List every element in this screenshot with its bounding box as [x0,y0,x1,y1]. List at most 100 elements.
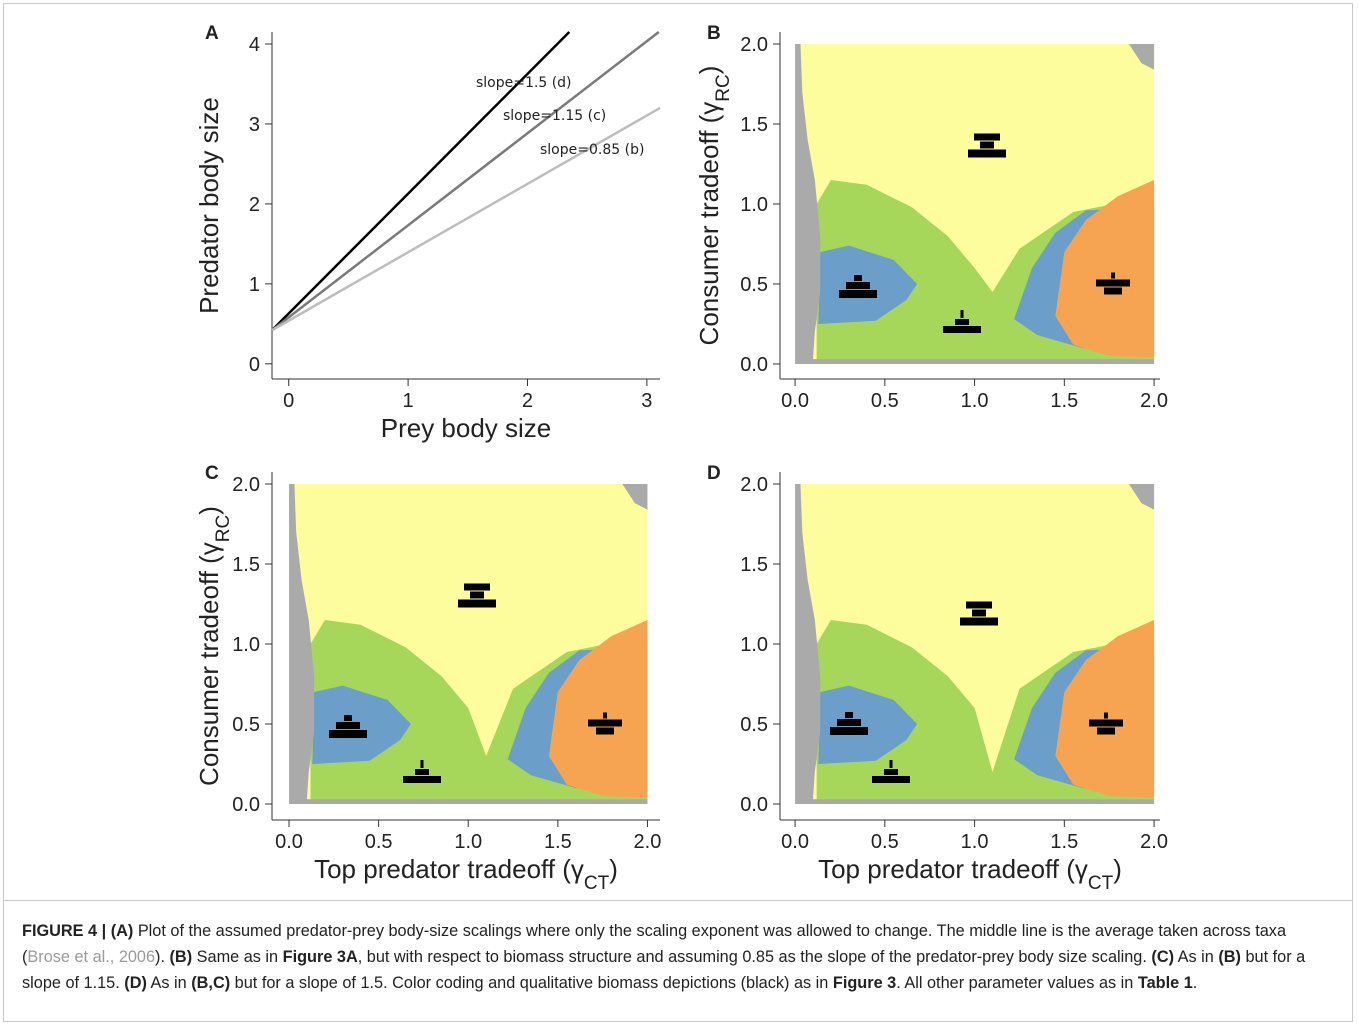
caption-run: but for a slope of 1.15. [22,948,1306,992]
x-tick-label: 1 [403,390,414,412]
y-axis-label-part: Consumer tradeoff (γ [194,542,224,786]
y-tick-label: 1.0 [740,634,768,656]
biomass-bar [1089,719,1123,727]
biomass-bar [1096,279,1130,287]
caption-run: As in [146,974,192,992]
x-tick-label: 2.0 [1140,390,1168,412]
figure: 0 1 2 3 0 1 2 3 4 A Prey body size Predator body si… [194,23,1168,894]
region-orange [548,620,648,798]
x-axis-label: Prey body size [381,413,552,443]
region-blueL [312,685,411,764]
y-axis-label-part: ) [694,66,724,75]
series-line [271,31,571,332]
caption-run: . [1192,974,1198,992]
y-axis-label: Consumer tradeoff (γRC) [194,506,234,786]
caption-run: As in [1174,948,1219,966]
x-tick-label: 2.0 [634,831,662,853]
x-tick-label: 2.0 [1140,831,1168,853]
y-tick-label: 4 [249,34,260,56]
biomass-bar [884,769,898,775]
caption-run: . All other parameter values as in [896,974,1138,992]
caption-run: Same as in [192,948,283,966]
y-tick-label: 1.5 [232,554,260,576]
biomass-bar [980,141,994,149]
y-tick-label: 1.0 [740,194,768,216]
biomass-bar [458,599,496,608]
biomass-bar [889,760,893,768]
region-grayTR [1128,43,1155,70]
y-tick-label: 0.0 [740,354,768,376]
x-axis-label-part: CT [1088,873,1114,894]
caption-run: (B) [169,948,193,966]
biomass-bar [968,149,1006,158]
biomass-bar [955,319,969,325]
x-axis-label-part: CT [584,873,610,894]
y-tick-label: 0 [249,354,260,376]
biomass-bar [1097,727,1115,735]
biomass-bar [974,133,1000,141]
biomass-bar [837,719,861,726]
region-grayTR [1128,484,1155,510]
x-tick-label: 1.0 [961,831,989,853]
x-tick-label: 0.5 [871,390,899,412]
panel-label: A [205,23,219,44]
y-tick-label: 0.5 [740,274,768,296]
series-line [271,106,661,332]
y-axis-label-part: RC [713,74,734,101]
biomass-bar [960,310,964,318]
caption-run: ). [155,948,170,966]
region-blueL [818,685,918,764]
x-tick-label: 1.5 [544,831,572,853]
x-axis-label-part: ) [609,854,618,884]
x-tick-label: 1.0 [961,390,989,412]
biomass-bar [1104,712,1108,719]
panel-0: 0 1 2 3 0 1 2 3 4 A Prey body size Predator body si… [194,23,661,443]
y-axis-label-part: Consumer tradeoff (γ [694,102,724,346]
y-tick-label: 1.5 [740,554,768,576]
x-tick-label: 0.5 [365,831,393,853]
series-label: slope=1.15 (c) [503,108,606,124]
x-axis-label-part: Top predator tradeoff (γ [314,854,584,884]
caption-rule [3,900,1353,901]
y-axis-label-part: RC [213,515,234,542]
caption-run: (D) [124,974,147,992]
series-line [271,31,660,332]
panel-2: 0.0 0.5 1.0 1.5 2.0 0.0 0.5 1.0 1.5 2.0 C Top preda… [194,463,661,894]
caption-run: Figure 3 [832,974,897,992]
caption-run: (C) [1151,948,1175,966]
panel-label: B [707,23,721,44]
panel-1: 0.0 0.5 1.0 1.5 2.0 0.0 0.5 1.0 1.5 2.0 B Consumer … [694,23,1168,412]
y-tick-label: 1 [249,274,260,296]
x-tick-label: 0.0 [275,831,303,853]
x-axis-label: Top predator tradeoff (γCT) [314,854,618,894]
region-orange [1055,179,1155,358]
y-tick-label: 1.0 [232,634,260,656]
caption-run: Plot of the assumed predator-prey body-s… [22,922,1286,966]
biomass-bar [972,609,986,617]
caption-run: FIGURE 4 | (A) [22,922,134,940]
y-axis-label-part: ) [194,506,224,515]
biomass-bar [960,617,998,626]
biomass-bar [943,326,981,333]
panel-label: D [707,463,721,484]
figure-frame [3,3,1353,1022]
x-tick-label: 1.5 [1050,831,1078,853]
y-tick-label: 0.0 [740,794,768,816]
caption-run: (B,C) [191,974,231,992]
biomass-bar [329,730,367,738]
biomass-bar [420,760,424,768]
biomass-bar [839,290,877,298]
biomass-bar [872,776,910,783]
x-tick-label: 0.0 [781,831,809,853]
biomass-bar [336,722,360,729]
caption-run: Brose et al., 2006 [27,948,156,966]
x-tick-label: 0 [283,390,294,412]
y-tick-label: 1.5 [740,114,768,136]
y-tick-label: 2 [249,194,260,216]
biomass-bar [854,275,862,281]
x-tick-label: 3 [641,390,652,412]
x-axis-label-part: Top predator tradeoff (γ [818,854,1088,884]
x-axis-label-part: ) [1113,854,1122,884]
x-tick-label: 0.0 [781,390,809,412]
y-tick-label: 0.0 [232,794,260,816]
